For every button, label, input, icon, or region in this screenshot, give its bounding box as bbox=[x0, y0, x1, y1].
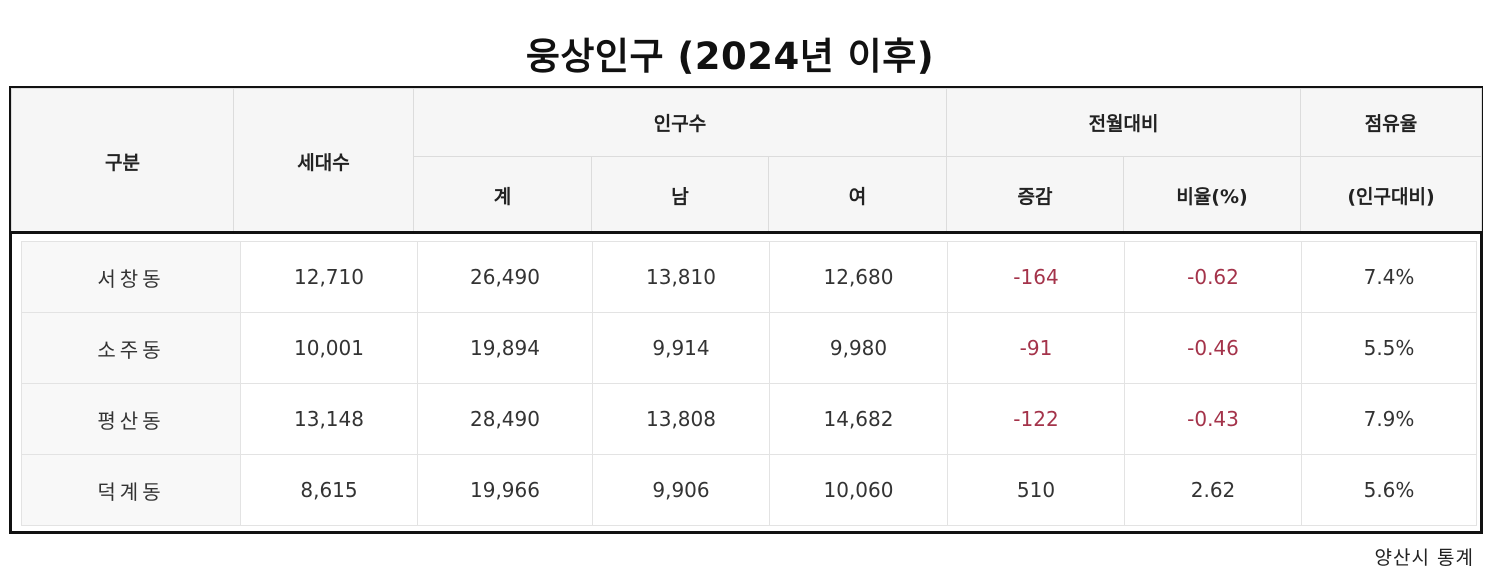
header-total: 계 bbox=[413, 156, 592, 234]
header-category: 구분 bbox=[11, 88, 234, 234]
source-note: 양산시 통계 bbox=[1374, 547, 1474, 569]
change-cell: -91 bbox=[947, 312, 1125, 384]
population-female-cell: 10,060 bbox=[769, 454, 948, 526]
header-households: 세대수 bbox=[233, 88, 414, 234]
ratio-cell: -0.62 bbox=[1124, 241, 1302, 313]
header-population: 인구수 bbox=[412, 88, 948, 157]
header-ratio: 비율(%) bbox=[1123, 156, 1302, 234]
population-male-cell: 13,808 bbox=[592, 383, 770, 455]
share-cell: 5.6% bbox=[1301, 454, 1477, 526]
population-total-cell: 28,490 bbox=[417, 383, 593, 455]
table-row: 소주동 10,001 19,894 9,914 9,980 -91 -0.46 5.5% bbox=[21, 312, 1477, 384]
share-cell: 7.4% bbox=[1301, 241, 1477, 313]
ratio-cell: 2.62 bbox=[1124, 454, 1302, 526]
change-cell: 510 bbox=[947, 454, 1125, 526]
ratio-cell: -0.43 bbox=[1124, 383, 1302, 455]
population-female-cell: 9,980 bbox=[769, 312, 948, 384]
header-share: 점유율 bbox=[1300, 88, 1483, 157]
change-cell: -122 bbox=[947, 383, 1125, 455]
population-male-cell: 9,906 bbox=[592, 454, 770, 526]
district-name-cell: 덕계동 bbox=[21, 454, 241, 526]
table-header: 구분 세대수 인구수 전월대비 점유율 계 남 여 증감 비율(%) (인구대비… bbox=[11, 88, 1483, 234]
district-name-cell: 평산동 bbox=[21, 383, 241, 455]
population-female-cell: 14,682 bbox=[769, 383, 948, 455]
population-total-cell: 19,894 bbox=[417, 312, 593, 384]
change-cell: -164 bbox=[947, 241, 1125, 313]
population-total-cell: 26,490 bbox=[417, 241, 593, 313]
population-total-cell: 19,966 bbox=[417, 454, 593, 526]
header-male: 남 bbox=[591, 156, 769, 234]
header-share-basis: (인구대비) bbox=[1300, 156, 1483, 234]
population-male-cell: 13,810 bbox=[592, 241, 770, 313]
share-cell: 5.5% bbox=[1301, 312, 1477, 384]
table-body: 서창동 12,710 26,490 13,810 12,680 -164 -0.62 7.4%… bbox=[21, 241, 1477, 526]
households-cell: 12,710 bbox=[240, 241, 418, 313]
population-male-cell: 9,914 bbox=[592, 312, 770, 384]
district-name-cell: 서창동 bbox=[21, 241, 241, 313]
table-row: 서창동 12,710 26,490 13,810 12,680 -164 -0.62 7.4% bbox=[21, 241, 1477, 313]
share-cell: 7.9% bbox=[1301, 383, 1477, 455]
header-female: 여 bbox=[767, 156, 948, 234]
header-change: 증감 bbox=[946, 156, 1125, 234]
district-name-cell: 소주동 bbox=[21, 312, 241, 384]
header-monthly-change: 전월대비 bbox=[946, 88, 1302, 157]
header-divider bbox=[9, 231, 1483, 234]
households-cell: 8,615 bbox=[240, 454, 418, 526]
table-frame bbox=[9, 86, 1483, 534]
population-female-cell: 12,680 bbox=[769, 241, 948, 313]
table-row: 평산동 13,148 28,490 13,808 14,682 -122 -0.43 7.9% bbox=[21, 383, 1477, 455]
households-cell: 10,001 bbox=[240, 312, 418, 384]
page-title: 웅상인구 (2024년 이후) bbox=[525, 35, 935, 78]
households-cell: 13,148 bbox=[240, 383, 418, 455]
ratio-cell: -0.46 bbox=[1124, 312, 1302, 384]
table-row: 덕계동 8,615 19,966 9,906 10,060 510 2.62 5.6% bbox=[21, 454, 1477, 526]
